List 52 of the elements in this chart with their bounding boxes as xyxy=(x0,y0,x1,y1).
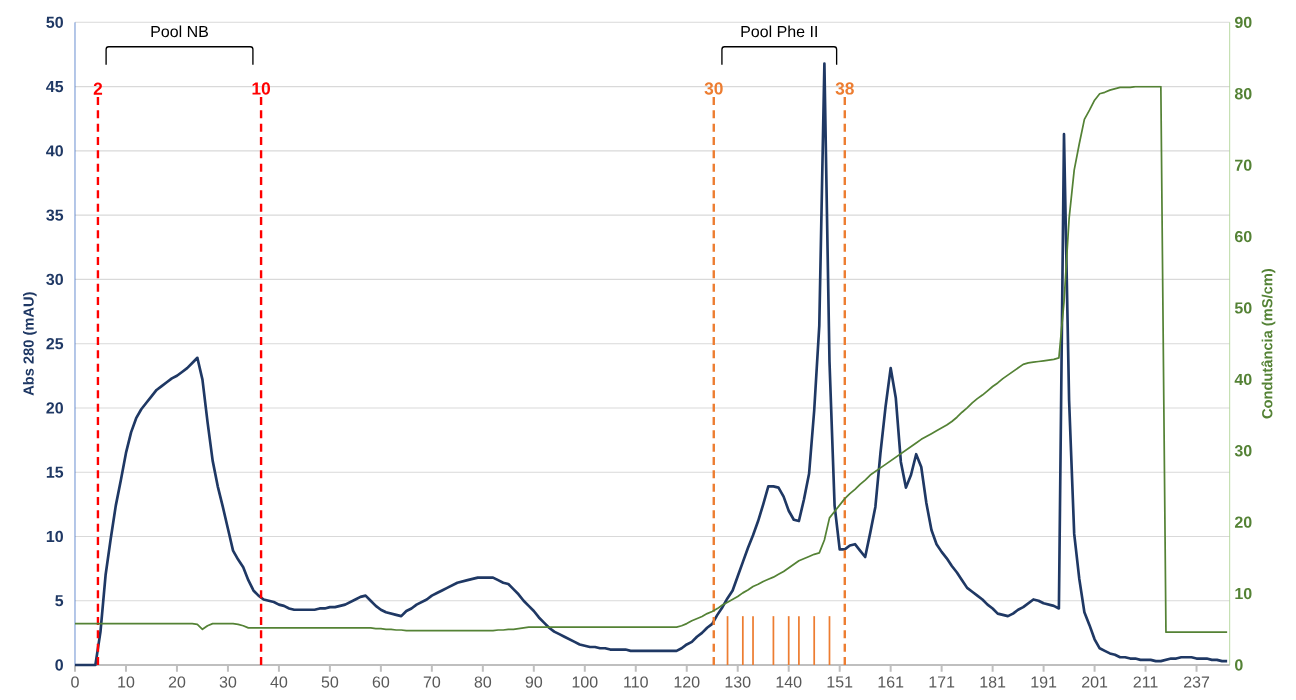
y2-tick-label: 20 xyxy=(1234,516,1252,528)
x-tick-label: 120 xyxy=(674,676,700,688)
x-tick-label: 40 xyxy=(270,676,288,688)
y2-tick-label: 50 xyxy=(1234,302,1252,314)
annotation: 38 xyxy=(835,82,854,95)
annotation: Pool Phe II xyxy=(741,25,817,38)
x-tick-label: 110 xyxy=(624,676,648,688)
y2-tick-label: 0 xyxy=(1235,659,1243,671)
x-tick-label: 140 xyxy=(776,676,802,688)
y-tick-label: 25 xyxy=(46,338,64,350)
y-tick-label: 30 xyxy=(46,273,63,286)
x-tick-label: 201 xyxy=(1082,676,1108,688)
x-tick-label: 30 xyxy=(219,676,237,688)
x-tick-label: 171 xyxy=(929,676,955,688)
x-tick-label: 90 xyxy=(525,676,543,688)
y-tick-label: 35 xyxy=(46,209,64,221)
x-tick-label: 50 xyxy=(321,676,339,688)
y-tick-label: 0 xyxy=(55,659,63,671)
y2-tick-label: 40 xyxy=(1234,373,1252,386)
y2-tick-label: 10 xyxy=(1235,587,1252,600)
x-tick-label: 161 xyxy=(878,676,904,688)
x-tick-label: 181 xyxy=(980,676,1006,688)
x-tick-label: 151 xyxy=(827,676,853,688)
x-tick-label: 20 xyxy=(168,676,186,688)
y-tick-label: 20 xyxy=(46,402,63,414)
x-tick-label: 191 xyxy=(1031,676,1057,688)
y-tick-label: 50 xyxy=(46,16,63,28)
y-tick-label: 40 xyxy=(46,145,63,157)
x-tick-label: 130 xyxy=(725,676,751,688)
annotation: 2 xyxy=(93,82,103,95)
x-tick-label: 60 xyxy=(372,676,390,688)
y2-axis-title: Condutância (mS/cm) xyxy=(1261,269,1276,419)
x-tick-label: 70 xyxy=(423,676,441,688)
x-tick-label: 0 xyxy=(71,676,79,688)
x-tick-label: 10 xyxy=(118,676,135,688)
y-axis-title: Abs 280 (mAU) xyxy=(23,292,37,396)
y-tick-label: 45 xyxy=(46,81,64,93)
y2-tick-label: 90 xyxy=(1234,16,1252,28)
y2-tick-label: 30 xyxy=(1234,445,1252,457)
y2-tick-label: 80 xyxy=(1234,88,1252,100)
y-tick-label: 15 xyxy=(46,466,64,478)
annotation: 10 xyxy=(252,82,270,95)
y2-tick-label: 60 xyxy=(1234,230,1252,243)
x-tick-label: 80 xyxy=(474,676,492,688)
y-tick-label: 5 xyxy=(55,595,64,607)
y-tick-label: 10 xyxy=(46,530,63,543)
x-tick-label: 100 xyxy=(572,676,598,688)
x-tick-label: 237 xyxy=(1183,676,1210,688)
y2-tick-label: 70 xyxy=(1235,159,1252,171)
annotation: 30 xyxy=(704,82,723,95)
annotation: Pool NB xyxy=(151,25,208,38)
x-tick-label: 211 xyxy=(1133,676,1158,688)
